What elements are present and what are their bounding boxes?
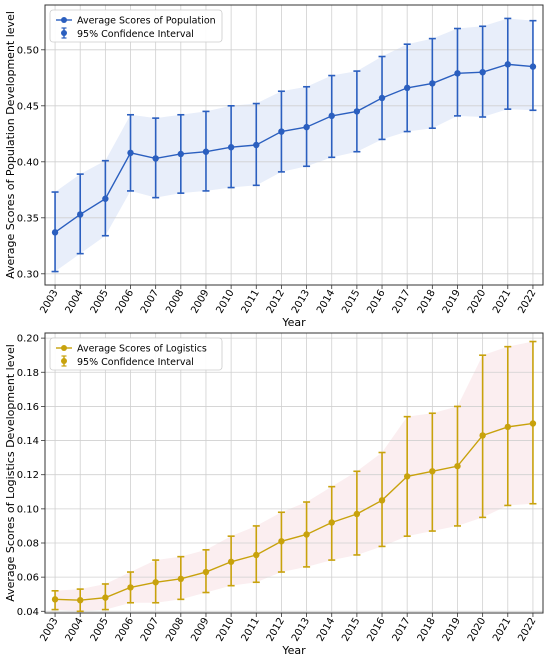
data-point [303, 531, 310, 538]
legend-marker-swatch [61, 345, 67, 351]
y-tick-label: 0.20 [17, 334, 39, 345]
y-tick-label: 0.18 [17, 368, 39, 379]
series-line [54, 63, 534, 233]
legend-errorbar-marker [61, 30, 67, 36]
data-point [479, 69, 486, 76]
data-point [253, 551, 260, 559]
confidence-band [55, 18, 533, 272]
y-tick-label: 0.30 [17, 269, 39, 280]
y-tick-label: 0.06 [17, 573, 39, 584]
y-tick-label: 0.45 [17, 101, 39, 112]
y-tick-label: 0.35 [17, 213, 39, 224]
y-tick-label: 0.04 [17, 607, 39, 618]
data-point [429, 468, 436, 475]
y-tick-label: 0.16 [17, 402, 39, 413]
data-point [77, 596, 84, 604]
series-line [55, 422, 534, 601]
data-point [152, 155, 159, 162]
data-point [227, 558, 235, 565]
legend-label-series: Average Scores of Population [77, 16, 216, 27]
legend-box [49, 9, 223, 43]
data-point [529, 63, 537, 70]
confidence-band [55, 341, 533, 612]
data-point [127, 584, 134, 591]
y-tick-label: 0.10 [17, 504, 39, 515]
data-point [102, 594, 109, 601]
x-axis-title: Year [281, 316, 306, 329]
data-point [278, 128, 285, 135]
data-point [529, 420, 537, 427]
data-point [403, 84, 411, 92]
data-point [504, 61, 511, 68]
data-point [303, 123, 310, 131]
data-point [102, 195, 109, 202]
plot-frame [44, 332, 544, 614]
y-axis-title: Average Scores of Population Development… [4, 11, 17, 279]
plot-frame [44, 4, 544, 286]
y-axis-title: Average Scores of Logistics Development … [4, 344, 17, 602]
data-point [504, 423, 511, 431]
legend-label-series: Average Scores of Logistics [77, 344, 207, 355]
data-point [429, 80, 436, 87]
y-tick-label: 0.12 [17, 470, 39, 481]
legend-marker-swatch [61, 17, 67, 23]
data-point [177, 150, 185, 158]
y-tick-label: 0.50 [17, 45, 39, 56]
data-point [353, 510, 361, 518]
data-point [328, 112, 335, 120]
y-tick-label: 0.08 [17, 539, 39, 550]
data-point [454, 70, 461, 77]
data-point [454, 462, 461, 470]
data-point [227, 144, 235, 151]
data-point [77, 211, 84, 218]
legend-errorbar-marker [61, 358, 67, 364]
y-tick-label: 0.40 [17, 157, 39, 168]
chart-2: 0.040.060.080.100.120.140.160.180.202003… [4, 332, 544, 657]
data-point [278, 538, 285, 545]
data-point [378, 94, 386, 102]
legend-box [49, 337, 223, 371]
y-tick-label: 0.14 [17, 436, 39, 447]
legend-label-error: 95% Confidence Interval [77, 29, 194, 40]
data-point [479, 432, 486, 439]
data-point [403, 473, 411, 480]
data-point [202, 568, 210, 576]
legend-label-error: 95% Confidence Interval [77, 357, 194, 368]
data-point [353, 108, 361, 115]
data-point [152, 579, 159, 586]
data-point [202, 148, 210, 155]
data-point [127, 149, 134, 157]
data-point [177, 575, 185, 583]
x-axis-title: Year [281, 644, 306, 657]
data-point [328, 519, 335, 526]
data-point [378, 497, 386, 504]
data-point [253, 141, 260, 149]
data-point [51, 596, 59, 603]
data-point [51, 229, 59, 236]
